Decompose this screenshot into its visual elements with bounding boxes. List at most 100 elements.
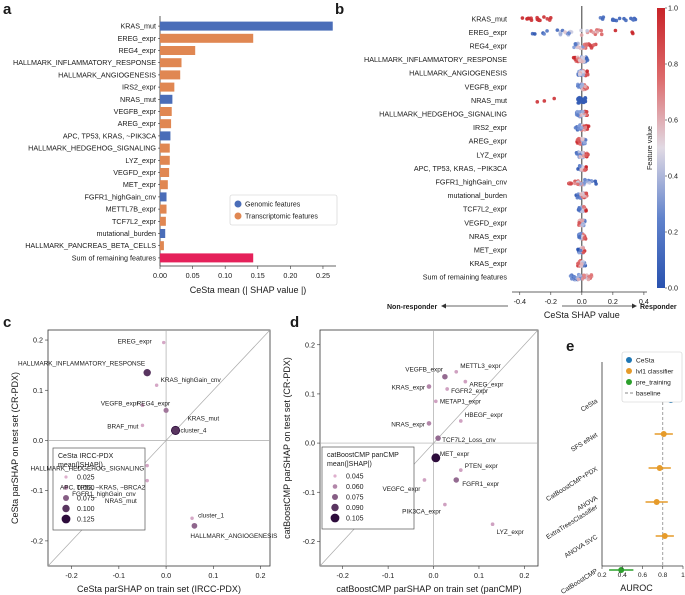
legend-label: lvl1 classifier — [636, 368, 674, 375]
bar-5 — [160, 70, 181, 80]
point-9 — [435, 435, 441, 441]
legend-box — [621, 351, 683, 403]
shap-point — [577, 110, 582, 114]
shap-point — [580, 223, 585, 227]
category-label: TCF7L2_expr — [463, 205, 508, 214]
shap-point — [573, 42, 578, 47]
right-arrow-head — [632, 303, 637, 309]
point-14 — [191, 522, 198, 529]
shap-point — [578, 123, 582, 127]
category-label: REG4_expr — [469, 42, 507, 51]
shap-point — [538, 18, 542, 23]
x-tick-label: -0.1 — [113, 571, 125, 580]
point-label-2: METTL3_expr — [460, 363, 501, 370]
category-label: FGFR1_highGain_cnv — [84, 192, 156, 201]
category-label: NRAS_mut — [471, 96, 507, 105]
category-label: FGFR1_highGain_cnv — [435, 178, 507, 187]
point-13 — [422, 478, 427, 482]
category-label: APC, TP53, KRAS, ~PIK3CA — [414, 164, 507, 173]
shap-point — [577, 235, 582, 239]
shap-point — [584, 42, 589, 46]
shap-point — [579, 167, 583, 172]
point-3 — [463, 379, 468, 384]
shap-point — [578, 248, 583, 253]
shap-point — [576, 277, 581, 282]
bar-1 — [160, 21, 333, 31]
size-legend-label: 0.060 — [346, 484, 364, 491]
panel-b-beeswarm-chart: KRAS_mut EREG_expr REG4_expr HALLMARK_INFLA… — [364, 4, 678, 321]
shap-point — [581, 250, 586, 255]
point-3 — [154, 383, 159, 387]
x-tick-label: 0.00 — [153, 271, 167, 280]
shap-point — [575, 151, 579, 156]
x-tick-label: 0.4 — [618, 572, 627, 579]
bar-6 — [160, 82, 175, 92]
y-tick-label: -0.2 — [303, 537, 315, 546]
shap-point — [575, 195, 580, 200]
x-tick-label: 0.4 — [639, 297, 649, 306]
point-label-7: NRAS_expr — [391, 421, 426, 428]
shap-point — [585, 29, 589, 33]
shap-point — [586, 277, 591, 282]
category-label: IRS2_expr — [122, 83, 157, 92]
x-axis-title: AUROC — [620, 583, 653, 593]
shap-point — [610, 18, 615, 22]
point-6 — [433, 399, 438, 404]
legend-marker — [626, 357, 632, 363]
shap-point — [583, 209, 588, 213]
bar-9 — [160, 119, 172, 129]
bar-19 — [160, 241, 164, 251]
size-legend-marker — [333, 474, 337, 478]
size-legend-marker — [61, 514, 71, 524]
colorbar-tick-label: 0.8 — [668, 60, 678, 69]
y-tick-label: 0.1 — [305, 389, 315, 398]
x-tick-label: -0.2 — [337, 571, 349, 580]
estimate-point-4 — [653, 499, 660, 505]
category-label: TCF7L2_expr — [112, 217, 157, 226]
category-label: KRAS_mut — [471, 14, 507, 23]
point-label-14: HALLMARK_ANGIOGENESIS — [190, 533, 277, 540]
x-tick-label: 0.6 — [638, 572, 647, 579]
point-12 — [453, 477, 460, 483]
category-label: VEGFB_expr — [114, 107, 157, 116]
point-label-11: FGFR1_highGain_cnv — [72, 491, 136, 498]
shap-point — [579, 100, 583, 104]
shap-point — [535, 100, 540, 104]
legend-label: baseline — [636, 390, 661, 397]
colorbar-tick-label: 0.6 — [668, 116, 678, 125]
size-legend-marker — [332, 494, 338, 500]
panel-d-scatter-chart: -0.2 -0.1 0.0 0.1 0.2 -0.2 -0.1 0.0 0.1 0.2 catBoo… — [282, 329, 539, 594]
shap-point — [579, 182, 583, 186]
point-2 — [143, 368, 151, 377]
x-tick-label: 0.2 — [608, 297, 618, 306]
y-tick-label: 0.0 — [305, 439, 315, 448]
point-label-1: EREG_expr — [118, 339, 153, 346]
shap-point — [599, 28, 604, 33]
panel-label-a: a — [3, 1, 12, 18]
legend-label: pre_training — [636, 379, 671, 386]
shap-point — [548, 16, 553, 20]
shap-point — [577, 58, 582, 63]
point-label-3: AREG_expr — [469, 382, 504, 389]
shap-point — [617, 16, 622, 21]
point-label-8: HBEGF_expr — [465, 412, 504, 419]
shap-point — [582, 236, 587, 240]
shap-point — [542, 15, 546, 19]
legend-label: Transcriptomic features — [245, 214, 318, 221]
point-4 — [426, 384, 432, 389]
x-tick-label: 0.1 — [208, 571, 218, 580]
shap-point — [585, 58, 590, 62]
point-9 — [145, 463, 149, 468]
shap-point — [584, 153, 588, 158]
category-label: AREG_expr — [118, 119, 157, 128]
shap-point — [599, 32, 604, 37]
x-tick-label: 0.2 — [597, 572, 606, 579]
category-label: APC, TP53, KRAS, ~PIK3CA — [63, 131, 156, 140]
point-label-14: PIK3CA_expr — [402, 509, 442, 516]
shap-point — [579, 28, 583, 33]
shap-point — [578, 273, 582, 278]
shap-point — [580, 82, 585, 87]
category-label: LYZ_expr — [125, 156, 156, 165]
category-label: HALLMARK_INFLAMMATORY_RESPONSE — [364, 55, 507, 64]
